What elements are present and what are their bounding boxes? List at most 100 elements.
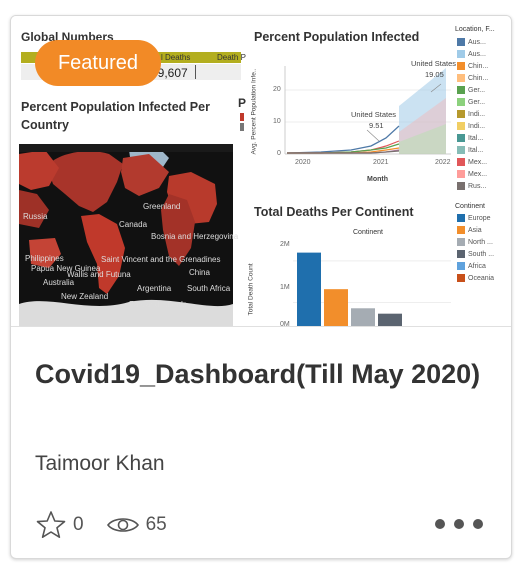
card-stats: 0 65 xyxy=(35,508,167,542)
legend-swatch xyxy=(457,226,465,234)
global-numbers-col-death-pct: Death P xyxy=(217,53,246,62)
legend-swatch xyxy=(457,274,465,282)
legend-swatch xyxy=(457,98,465,106)
bar-europe[interactable] xyxy=(297,252,321,327)
legend-location-item[interactable]: Ger... xyxy=(457,86,485,94)
legend-label: Ger... xyxy=(468,98,486,106)
map-label-philippines: Philippines xyxy=(25,254,64,263)
legend-continent-item[interactable]: Europe xyxy=(457,214,491,222)
eye-icon xyxy=(106,514,140,536)
map-title: Percent Population Infected Per Country xyxy=(21,100,210,132)
legend-continent-item[interactable]: Asia xyxy=(457,226,482,234)
legend-swatch xyxy=(457,214,465,222)
legend-continent: Europe Asia North ... South ... Africa Oceani… xyxy=(457,214,511,294)
legend-location: Aus... Aus... Chin... Chin... Ger... Ger... In… xyxy=(457,38,511,198)
map-label-saint-vincent: Saint Vincent and the Grenadines xyxy=(101,255,221,264)
legend-label: Indi... xyxy=(468,122,486,130)
legend-continent-item[interactable]: North ... xyxy=(457,238,493,246)
legend-location-item[interactable]: Chin... xyxy=(457,62,488,70)
legend-location-item[interactable]: Indi... xyxy=(457,122,485,130)
legend-continent-item[interactable]: South ... xyxy=(457,250,494,258)
legend-location-item[interactable]: Ital... xyxy=(457,146,483,154)
more-dot-icon xyxy=(435,519,445,529)
author-name[interactable]: Taimoor Khan xyxy=(35,452,165,475)
more-dot-icon xyxy=(473,519,483,529)
favorites-count: 0 xyxy=(73,514,84,535)
legend-label: Rus... xyxy=(468,182,487,190)
line-annotation-2-value: 19.05 xyxy=(425,70,444,79)
legend-label: Chin... xyxy=(468,62,489,70)
more-options-button[interactable] xyxy=(435,516,483,532)
legend-location-item[interactable]: Mex... xyxy=(457,158,487,166)
bar-y-label: Total Death Count xyxy=(247,263,255,316)
legend-continent-item[interactable]: Africa xyxy=(457,262,486,270)
global-numbers-divider xyxy=(195,65,196,79)
legend-swatch xyxy=(457,238,465,246)
line-y-tick-0: 0 xyxy=(277,150,281,157)
world-map[interactable]: Russia Greenland Canada Bosnia and Herze… xyxy=(19,144,238,326)
bar-y-tick-1m: 1M xyxy=(280,284,290,291)
line-y-tick-10: 10 xyxy=(273,118,281,125)
line-annotation-1-name: United States xyxy=(351,110,397,119)
map-label-new-zealand: New Zealand xyxy=(61,292,109,301)
legend-location-item[interactable]: Aus... xyxy=(457,38,486,46)
legend-swatch xyxy=(457,158,465,166)
legend-label: Aus... xyxy=(468,50,486,58)
line-chart-title: Percent Population Infected xyxy=(254,30,420,44)
legend-label: Oceania xyxy=(468,274,495,282)
legend-location-title: Location, F... xyxy=(455,26,495,33)
line-chart[interactable]: 20 10 0 2020 2021 2022 Month Avg. Percen… xyxy=(250,46,456,196)
legend-location-item[interactable]: Rus... xyxy=(457,182,486,190)
legend-location-item[interactable]: Ital... xyxy=(457,134,483,142)
line-x-label: Month xyxy=(367,176,388,183)
bar-asia[interactable] xyxy=(324,289,348,327)
legend-swatch xyxy=(457,262,465,270)
map-label-south-africa: South Africa xyxy=(187,284,231,293)
line-x-tick-2022: 2022 xyxy=(435,159,451,166)
bar-north-[interactable] xyxy=(351,308,375,327)
legend-label: South ... xyxy=(468,250,495,258)
legend-label: Ital... xyxy=(468,134,484,142)
map-label-greenland: Greenland xyxy=(143,202,181,211)
line-x-tick-2021: 2021 xyxy=(373,159,389,166)
legend-label: Indi... xyxy=(468,110,486,118)
map-label-china: China xyxy=(189,268,210,277)
map-label-argentina: Argentina xyxy=(137,284,172,293)
legend-label: North ... xyxy=(468,238,493,246)
map-side-mark-2 xyxy=(240,123,244,131)
legend-label: Aus... xyxy=(468,38,486,46)
legend-continent-item[interactable]: Oceania xyxy=(457,274,494,282)
legend-location-item[interactable]: Indi... xyxy=(457,110,485,118)
line-y-tick-20: 20 xyxy=(273,86,281,93)
global-numbers-col-deaths: l Deaths xyxy=(161,53,191,62)
legend-label: Ger... xyxy=(468,86,486,94)
legend-label: Mex... xyxy=(468,170,488,178)
legend-location-item[interactable]: Mex... xyxy=(457,170,487,178)
legend-label: Africa xyxy=(468,262,486,270)
map-side-letter: P xyxy=(238,96,247,110)
legend-swatch xyxy=(457,122,465,130)
workbook-title[interactable]: Covid19_Dashboard(Till May 2020) xyxy=(35,359,481,389)
bar-south-[interactable] xyxy=(378,313,402,327)
legend-location-item[interactable]: Aus... xyxy=(457,50,486,58)
legend-swatch xyxy=(457,86,465,94)
star-icon[interactable] xyxy=(35,510,67,540)
featured-badge: Featured xyxy=(35,40,161,86)
views-count: 65 xyxy=(145,514,167,535)
map-label-wallis: Wallis and Futuna xyxy=(67,270,131,279)
dashboard-thumbnail[interactable]: Global Numbers l Deaths Death P 09,607 P… xyxy=(11,16,511,327)
legend-location-item[interactable]: Ger... xyxy=(457,98,485,106)
workbook-card[interactable]: Global Numbers l Deaths Death P 09,607 P… xyxy=(10,15,512,559)
map-side-mark-1 xyxy=(240,113,244,121)
legend-continent-title: Continent xyxy=(455,203,485,210)
legend-swatch xyxy=(457,38,465,46)
legend-swatch xyxy=(457,134,465,142)
legend-label: Chin... xyxy=(468,74,489,82)
global-numbers-value: 09,607 xyxy=(151,66,188,80)
bar-chart[interactable]: 2M 1M 0M Total Death Count xyxy=(247,236,451,327)
legend-location-item[interactable]: Chin... xyxy=(457,74,488,82)
legend-swatch xyxy=(457,110,465,118)
bar-y-tick-0m: 0M xyxy=(280,321,290,327)
map-label-png: Papua New Guinea xyxy=(31,264,101,273)
legend-swatch xyxy=(457,170,465,178)
